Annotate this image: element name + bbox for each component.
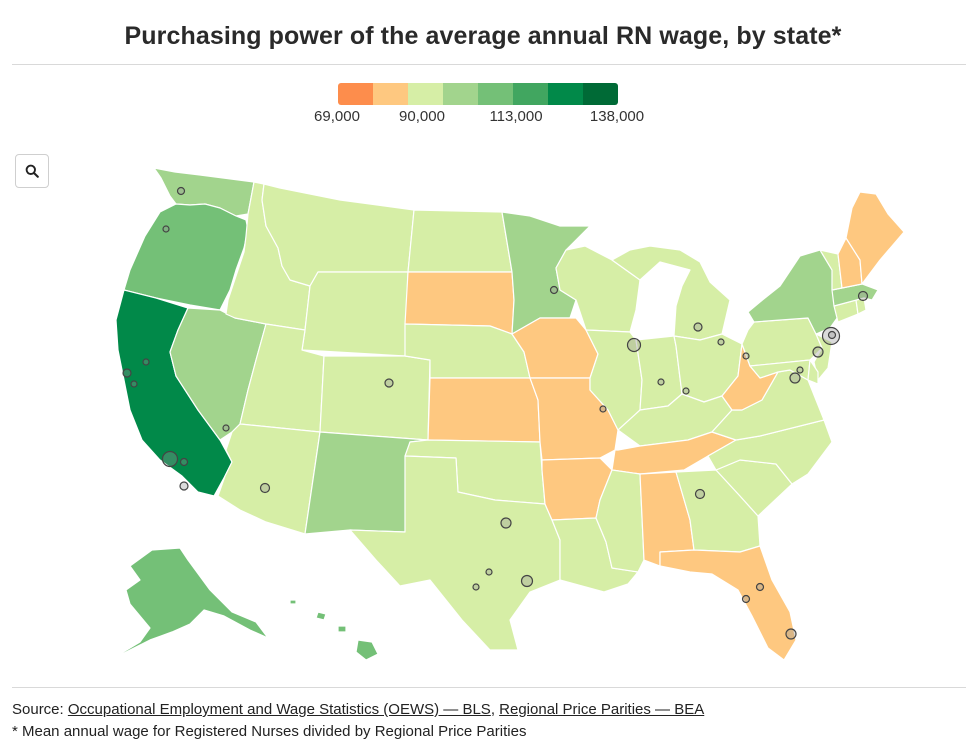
metro-marker[interactable] [122,368,132,378]
metro-marker[interactable] [176,186,186,196]
metro-marker[interactable] [857,290,869,302]
legend-label-2: 90,000 [399,108,445,125]
source-prefix: Source: [12,701,68,718]
state-MT[interactable] [261,183,415,287]
us-map [109,167,905,661]
legend-swatch-6 [548,83,583,105]
legend-swatch-2 [408,83,443,105]
footnote: * Mean annual wage for Registered Nurses… [12,723,527,740]
state-ND[interactable] [407,209,513,273]
legend-labels: 69,000 90,000 113,000 138,000 [300,108,660,128]
metro-marker[interactable] [789,372,801,384]
chart-title: Purchasing power of the average annual R… [124,22,842,50]
metro-marker[interactable] [599,405,607,413]
metro-marker[interactable] [179,481,189,491]
state-AZ[interactable] [217,423,321,535]
metro-marker[interactable] [222,424,230,432]
metro-marker[interactable] [626,337,642,353]
metro-marker[interactable] [742,352,750,360]
metro-marker[interactable] [785,628,797,640]
state-AK[interactable] [109,547,269,661]
zoom-button[interactable] [15,154,49,188]
oews-link[interactable]: Occupational Employment and Wage Statist… [67,701,491,718]
legend-swatch-3 [443,83,478,105]
legend-swatch-0 [338,83,373,105]
state-OR[interactable] [123,203,249,311]
metro-markers [122,186,869,640]
source-line: Source: Occupational Employment and Wage… [12,699,704,721]
search-icon [25,164,39,178]
metro-marker[interactable] [179,457,189,467]
metro-marker[interactable] [549,285,559,295]
metro-marker[interactable] [827,330,837,340]
metro-marker[interactable] [161,450,179,468]
legend-label-max: 138,000 [589,108,645,125]
metro-marker[interactable] [472,583,480,591]
metro-marker[interactable] [259,482,271,494]
legend-swatch-1 [373,83,408,105]
footer: Source: Occupational Employment and Wage… [12,699,704,743]
state-PA[interactable] [741,317,823,367]
state-FL[interactable] [659,545,797,661]
state-DE[interactable] [807,359,819,385]
metro-marker[interactable] [500,517,512,529]
metro-marker[interactable] [657,378,665,386]
metro-marker[interactable] [130,380,138,388]
metro-marker[interactable] [741,594,751,604]
legend-swatch-5 [513,83,548,105]
metro-marker[interactable] [693,322,703,332]
metro-marker[interactable] [162,225,170,233]
state-HI[interactable] [289,599,379,661]
metro-marker[interactable] [812,346,824,358]
metro-marker[interactable] [682,387,690,395]
source-separator: , [490,701,500,718]
metro-marker[interactable] [520,574,534,588]
legend-label-3: 113,000 [489,108,543,125]
legend-swatch-4 [478,83,513,105]
metro-marker[interactable] [142,358,150,366]
title-divider [12,64,966,65]
state-IN[interactable] [635,335,683,411]
metro-marker[interactable] [821,326,841,346]
state-ME[interactable] [845,191,905,285]
footer-divider [12,687,966,688]
bea-link[interactable]: Regional Price Parities — BEA [499,701,705,718]
metro-marker[interactable] [796,366,804,374]
state-WY[interactable] [301,271,409,357]
state-VT[interactable] [819,249,843,291]
state-TX[interactable] [349,455,561,651]
metro-marker[interactable] [694,488,706,500]
state-CO[interactable] [319,355,431,441]
metro-marker[interactable] [717,338,725,346]
metro-marker[interactable] [755,582,765,592]
metro-marker[interactable] [384,378,394,388]
metro-marker[interactable] [485,568,493,576]
legend-label-min: 69,000 [314,108,360,125]
state-KS[interactable] [427,377,541,443]
color-legend [338,83,618,105]
legend-swatch-7 [583,83,618,105]
